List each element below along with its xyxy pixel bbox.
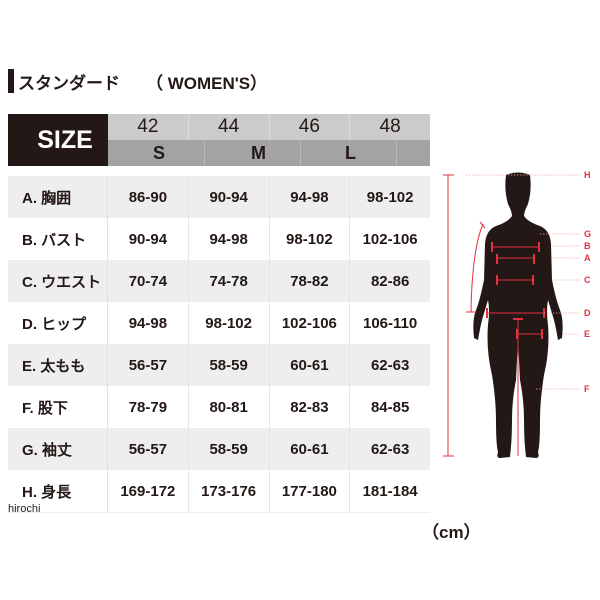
size-header: SIZE 42 44 46 48 S M L: [8, 114, 430, 166]
table-row: G. 袖丈 56-57 58-59 60-61 62-63: [8, 428, 430, 470]
table-cell: 78-82: [270, 260, 351, 302]
row-label: C. ウエスト: [8, 260, 108, 302]
row-label: G. 袖丈: [8, 428, 108, 470]
row-label: H. 身長: [8, 470, 108, 512]
table-row: E. 太もも 56-57 58-59 60-61 62-63: [8, 344, 430, 386]
table-cell: 56-57: [108, 428, 189, 470]
row-label: F. 股下: [8, 386, 108, 428]
table-row: A. 胸囲 86-90 90-94 94-98 98-102: [8, 176, 430, 218]
table-cell: 173-176: [189, 470, 270, 512]
table-row: B. バスト 90-94 94-98 98-102 102-106: [8, 218, 430, 260]
sleeve-line: [470, 223, 484, 313]
table-cell: 74-78: [189, 260, 270, 302]
table-cell: 82-83: [270, 386, 351, 428]
title-bar-marker: [8, 69, 14, 93]
table-cell: 90-94: [189, 176, 270, 218]
measurement-lines: [443, 174, 545, 457]
size-letter: L: [345, 143, 356, 163]
size-number-row: 42 44 46 48: [108, 114, 430, 140]
table-cell: 177-180: [270, 470, 351, 512]
measurement-label-f: F: [584, 384, 590, 394]
title-sub: （ WOMEN'S）: [146, 73, 268, 93]
unit-label: （cm）: [422, 523, 481, 542]
size-number: 46: [270, 114, 351, 140]
size-number: 44: [189, 114, 270, 140]
chart-title: スタンダード （ WOMEN'S）: [8, 68, 267, 94]
measurement-label-e: E: [584, 329, 590, 339]
row-label: A. 胸囲: [8, 176, 108, 218]
table-cell: 62-63: [370, 440, 410, 458]
table-cell: 70-74: [108, 260, 189, 302]
size-letter-row: S M L: [108, 140, 430, 166]
measurement-label-g: G: [584, 229, 591, 239]
measurement-labels: H GBA C D E F: [584, 170, 591, 394]
table-cell: 94-98: [189, 218, 270, 260]
table-cell: 90-94: [108, 218, 189, 260]
table-cell: 84-85: [370, 398, 410, 416]
body-measurement-figure: H GBA C D E F: [443, 170, 591, 458]
measurement-label-h: H: [584, 170, 591, 180]
table-cell: 60-61: [270, 344, 351, 386]
table-cell: 98-102: [366, 188, 414, 206]
table-cell: 60-61: [270, 428, 351, 470]
table-cell: 98-102: [189, 302, 270, 344]
table-cell: 106-110: [363, 314, 418, 332]
table-cell: 58-59: [189, 344, 270, 386]
table-cell: 78-79: [108, 386, 189, 428]
table-cell: 86-90: [108, 176, 189, 218]
measurement-label-b: B: [584, 241, 591, 251]
table-cell: 80-81: [189, 386, 270, 428]
table-cell: 94-98: [108, 302, 189, 344]
table-cell: 98-102: [270, 218, 351, 260]
table-cell: 169-172: [108, 470, 189, 512]
size-letter: M: [251, 143, 266, 163]
title-main: スタンダード: [18, 73, 120, 93]
table-row: C. ウエスト 70-74 74-78 78-82 82-86: [8, 260, 430, 302]
table-cell: 102-106: [362, 230, 418, 248]
table-cell: 56-57: [108, 344, 189, 386]
measurement-label-c: C: [584, 275, 591, 285]
size-label: SIZE: [8, 114, 108, 166]
table-cell: 94-98: [270, 176, 351, 218]
table-cell: 181-184: [362, 482, 418, 500]
measurement-label-a: A: [584, 253, 591, 263]
size-number: 48: [379, 116, 401, 137]
size-number: 42: [108, 114, 189, 140]
size-letter: S: [153, 143, 166, 163]
row-label: B. バスト: [8, 218, 108, 260]
table-cell: 102-106: [270, 302, 351, 344]
table-row: F. 股下 78-79 80-81 82-83 84-85: [8, 386, 430, 428]
watermark: hirochi: [8, 503, 41, 515]
table-row: H. 身長 169-172 173-176 177-180 181-184: [8, 470, 430, 513]
body-silhouette: [473, 172, 563, 458]
table-cell: 82-86: [370, 272, 410, 290]
row-label: E. 太もも: [8, 344, 108, 386]
size-table: A. 胸囲 86-90 90-94 94-98 98-102 B. バスト 90-94 94-…: [8, 176, 430, 513]
row-label: D. ヒップ: [8, 302, 108, 344]
leader-lines: [466, 174, 580, 390]
measurement-label-d: D: [584, 308, 591, 318]
table-row: D. ヒップ 94-98 98-102 102-106 106-110: [8, 302, 430, 344]
table-cell: 62-63: [370, 356, 410, 374]
table-cell: 58-59: [189, 428, 270, 470]
